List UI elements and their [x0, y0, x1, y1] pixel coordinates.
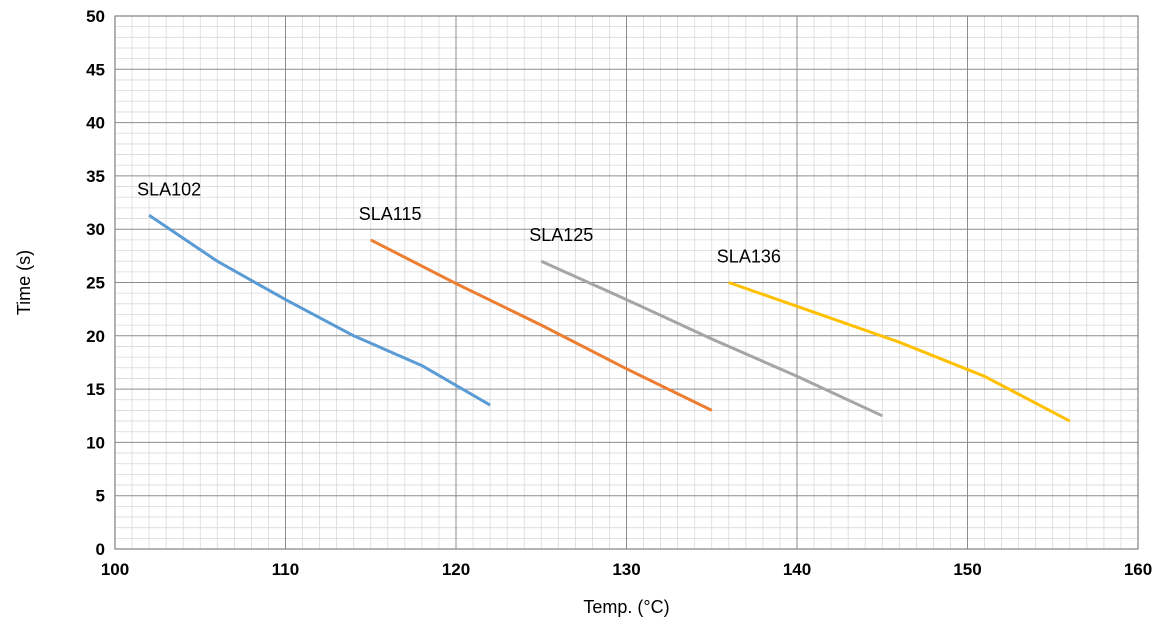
series-line-sla125	[540, 259, 883, 418]
plot-area-border	[114, 15, 1139, 550]
series-line-sla102	[148, 214, 491, 407]
y-tick-label: 50	[86, 7, 105, 26]
series-lines	[148, 214, 1071, 423]
x-axis-title: Temp. (°C)	[583, 597, 669, 617]
x-tick-label: 120	[442, 560, 470, 579]
y-tick-label: 40	[86, 114, 105, 133]
series-label-sla136: SLA136	[717, 247, 781, 267]
y-tick-label: 20	[86, 327, 105, 346]
series-line-sla136	[728, 281, 1071, 423]
x-axis-tick-labels: 100 110 120 130 140 150 160	[101, 560, 1152, 579]
x-tick-label: 110	[272, 560, 299, 579]
series-label-sla115: SLA115	[359, 204, 422, 224]
x-tick-label: 150	[953, 560, 981, 579]
y-tick-label: 35	[86, 167, 105, 186]
x-tick-label: 140	[783, 560, 811, 579]
y-axis-tick-labels: 0 5 10 15 20 25 30 35 40 45 50	[86, 7, 105, 559]
series-label-sla102: SLA102	[137, 179, 201, 199]
series-labels: SLA102 SLA115 SLA125 SLA136	[137, 179, 781, 266]
series-label-sla125: SLA125	[529, 225, 593, 245]
y-tick-label: 5	[96, 487, 105, 506]
series-line-sla115	[370, 238, 713, 412]
y-axis-title: Time (s)	[14, 250, 34, 315]
y-tick-label: 30	[86, 220, 105, 239]
x-tick-label: 130	[612, 560, 640, 579]
x-tick-label: 100	[101, 560, 129, 579]
y-tick-label: 15	[86, 380, 105, 399]
y-tick-label: 25	[86, 274, 105, 293]
x-tick-label: 160	[1124, 560, 1152, 579]
y-tick-label: 45	[86, 60, 105, 79]
y-tick-label: 0	[96, 540, 105, 559]
y-tick-label: 10	[86, 433, 105, 452]
